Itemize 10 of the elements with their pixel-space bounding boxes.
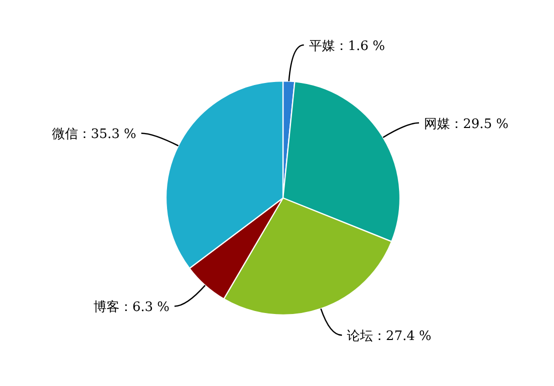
data-label: ：1.6 % xyxy=(334,39,386,54)
slice-label: 平媒 xyxy=(308,39,335,54)
slice-label: 微信 xyxy=(52,127,78,142)
slice-label: 网媒 xyxy=(424,116,450,132)
data-label: ：27.4 % xyxy=(372,329,432,344)
slice-label: 论坛 xyxy=(346,329,373,344)
data-label: ：35.3 % xyxy=(78,127,136,142)
data-label: ：6.3 % xyxy=(119,300,170,316)
slice-label: 博客 xyxy=(93,299,120,316)
data-label: ：29.5 % xyxy=(450,116,508,132)
